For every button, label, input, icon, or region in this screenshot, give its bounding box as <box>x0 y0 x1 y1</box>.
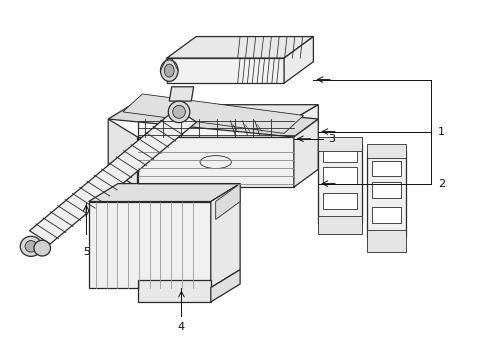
Ellipse shape <box>34 240 50 256</box>
Text: 5: 5 <box>83 247 90 257</box>
Polygon shape <box>372 207 401 223</box>
Text: 3: 3 <box>328 134 335 144</box>
Polygon shape <box>123 94 304 134</box>
Polygon shape <box>138 105 318 119</box>
Text: 4: 4 <box>178 322 185 332</box>
Polygon shape <box>216 184 240 220</box>
Polygon shape <box>323 193 357 209</box>
Polygon shape <box>167 37 314 58</box>
Polygon shape <box>323 146 357 162</box>
Polygon shape <box>211 270 240 302</box>
Ellipse shape <box>164 64 174 77</box>
Ellipse shape <box>25 240 37 252</box>
Polygon shape <box>89 202 211 288</box>
Polygon shape <box>138 280 211 302</box>
Polygon shape <box>29 109 196 244</box>
Polygon shape <box>372 182 401 198</box>
Text: 2: 2 <box>438 179 445 189</box>
Ellipse shape <box>160 60 178 81</box>
Polygon shape <box>284 37 314 83</box>
Polygon shape <box>294 119 318 187</box>
Polygon shape <box>367 230 406 252</box>
Polygon shape <box>89 184 240 202</box>
Polygon shape <box>138 137 294 187</box>
Polygon shape <box>318 144 362 223</box>
Polygon shape <box>108 119 138 187</box>
Polygon shape <box>367 151 406 237</box>
Polygon shape <box>372 161 401 176</box>
Polygon shape <box>169 87 194 101</box>
Ellipse shape <box>200 156 231 168</box>
Ellipse shape <box>168 101 190 123</box>
Polygon shape <box>318 137 362 151</box>
Polygon shape <box>167 58 284 83</box>
Polygon shape <box>211 184 240 288</box>
Ellipse shape <box>172 105 185 118</box>
Polygon shape <box>294 105 318 137</box>
Ellipse shape <box>20 236 42 256</box>
Polygon shape <box>367 144 406 158</box>
Polygon shape <box>318 216 362 234</box>
Text: 1: 1 <box>438 127 445 136</box>
Polygon shape <box>108 101 319 137</box>
Polygon shape <box>323 167 357 184</box>
Polygon shape <box>138 119 294 137</box>
